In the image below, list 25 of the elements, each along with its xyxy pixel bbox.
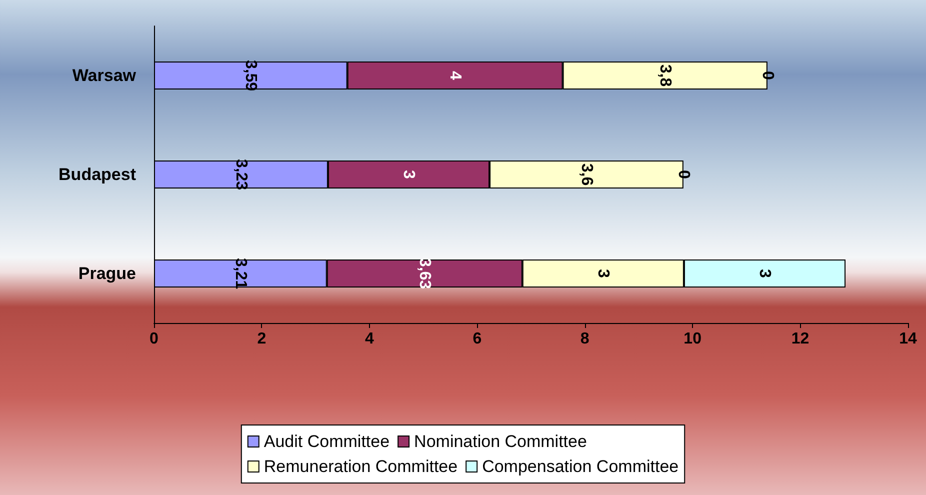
legend-label: Audit Committee xyxy=(264,432,390,451)
x-tick-label: 4 xyxy=(364,330,374,348)
data-label: 3,8 xyxy=(656,64,674,87)
x-tick-label: 14 xyxy=(899,330,917,348)
x-tick-label: 8 xyxy=(580,330,590,348)
x-tick-label: 12 xyxy=(791,330,810,348)
legend-label: Remuneration Committee xyxy=(264,457,458,476)
data-label: 4 xyxy=(446,71,464,80)
y-tick-label: Prague xyxy=(78,264,136,283)
x-tick-label: 2 xyxy=(257,330,266,348)
data-label: 3,6 xyxy=(578,163,595,186)
data-label: 0 xyxy=(758,71,776,80)
x-tick-label: 6 xyxy=(472,330,482,348)
data-label: 3,21 xyxy=(232,258,249,290)
legend-label: Compensation Committee xyxy=(482,457,679,476)
y-tick-label: Budapest xyxy=(58,165,136,184)
data-label: 3,63 xyxy=(416,258,434,290)
data-label: 0 xyxy=(674,170,692,180)
y-tick-label: Warsaw xyxy=(72,66,137,85)
x-tick-label: 10 xyxy=(684,330,702,348)
legend-label: Nomination Committee xyxy=(414,432,587,451)
data-label: 3 xyxy=(594,269,612,278)
data-label: 3 xyxy=(756,269,774,278)
data-label: 3 xyxy=(400,170,418,180)
x-tick-label: 0 xyxy=(150,330,159,348)
